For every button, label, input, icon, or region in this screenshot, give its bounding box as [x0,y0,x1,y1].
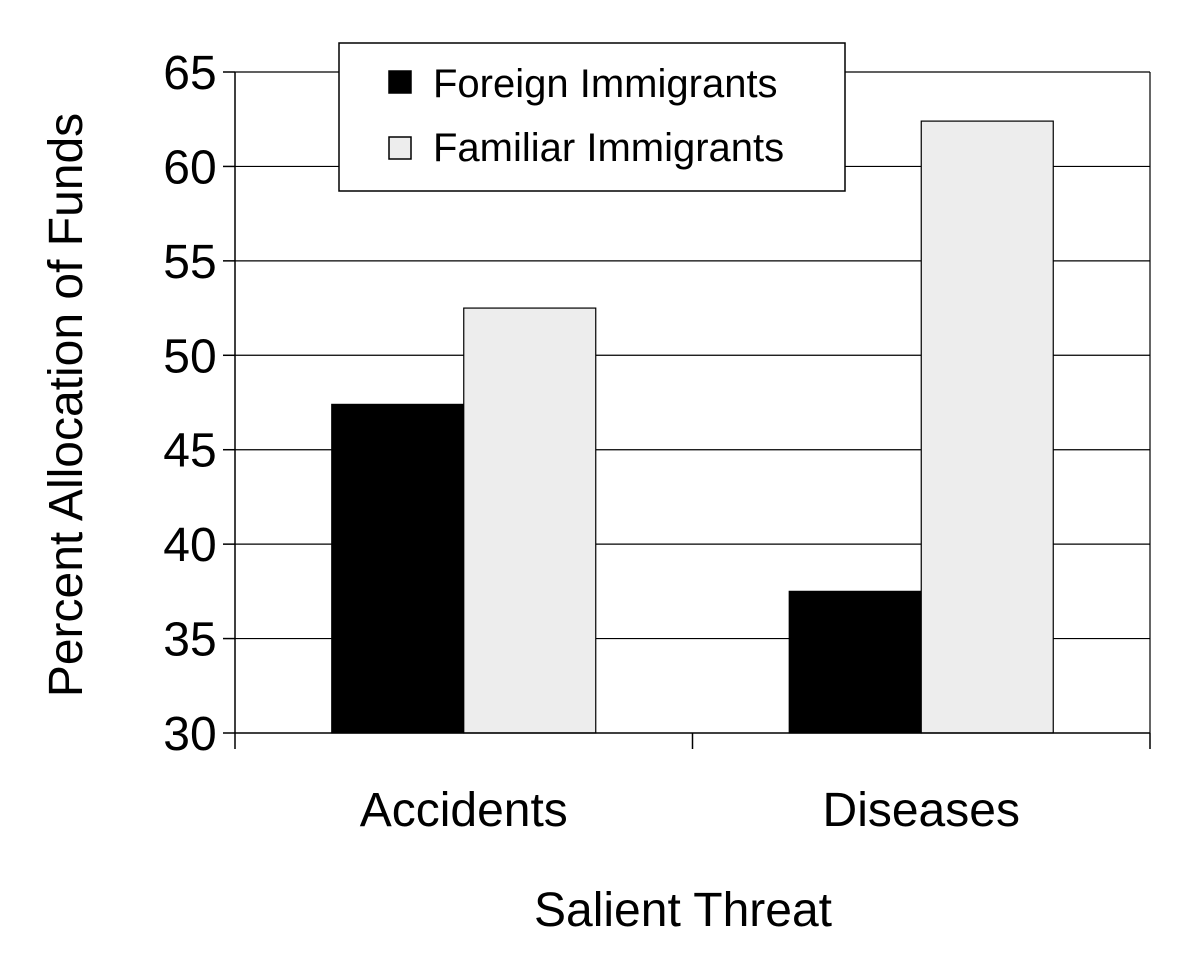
y-tick-label: 35 [163,614,216,667]
category-label-accidents: Accidents [360,784,568,837]
y-tick-label: 45 [163,425,216,478]
bar-accidents-foreign-immigrants [331,403,465,734]
y-tick-label: 30 [163,708,216,761]
legend-swatch-familiar-immigrants [388,136,412,160]
y-tick-label: 50 [163,330,216,383]
legend-box [338,42,846,192]
y-tick-label: 65 [163,47,216,100]
category-labels: Accidents Diseases [360,784,1020,837]
bar-diseases-foreign-immigrants [788,590,922,734]
y-tick-labels: 30 35 40 45 50 55 60 65 [163,47,216,761]
y-tick-label: 60 [163,141,216,194]
legend-label-foreign-immigrants: Foreign Immigrants [433,62,778,106]
x-axis-title: Salient Threat [534,884,832,937]
legend-label-familiar-immigrants: Familiar Immigrants [433,126,784,170]
bar-diseases-familiar-immigrants [920,120,1054,734]
y-axis-title: Percent Allocation of Funds [40,113,93,697]
legend: Foreign Immigrants Familiar Immigrants [338,42,846,192]
bars [331,120,1054,734]
y-tick-label: 55 [163,236,216,289]
category-label-diseases: Diseases [823,784,1020,837]
axes [223,71,1151,749]
y-tick-label: 40 [163,519,216,572]
legend-swatch-foreign-immigrants [388,70,412,94]
bar-accidents-familiar-immigrants [463,307,597,734]
